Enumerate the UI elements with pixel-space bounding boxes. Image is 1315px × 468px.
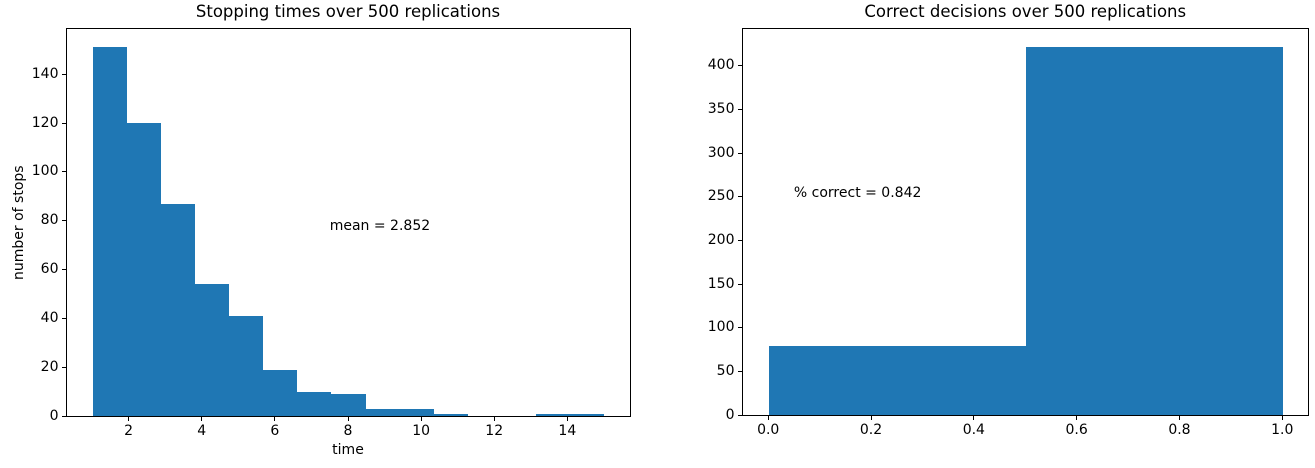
- x-tick-label: 8: [343, 423, 353, 439]
- y-tick: [61, 415, 66, 417]
- y-tick: [61, 269, 66, 271]
- y-tick: [737, 108, 742, 110]
- histogram-bar: [194, 284, 229, 416]
- histogram-bar: [296, 391, 331, 416]
- y-tick-label: 40: [40, 309, 59, 326]
- x-tick: [1178, 416, 1180, 420]
- plot-area: mean = 2.852: [67, 29, 630, 416]
- percent-correct-annotation: % correct = 0.842: [793, 184, 922, 201]
- y-tick-label: 20: [40, 358, 59, 375]
- x-tick: [274, 417, 276, 421]
- y-tick: [61, 171, 66, 173]
- y-tick: [737, 327, 742, 329]
- y-tick: [61, 317, 66, 319]
- x-axis-label: time: [332, 442, 364, 458]
- x-tick: [347, 417, 349, 421]
- x-tick: [128, 417, 130, 421]
- y-tick: [61, 366, 66, 368]
- histogram-bar: [365, 408, 400, 416]
- y-tick-label: 140: [31, 65, 59, 82]
- y-tick-label: 0: [49, 407, 59, 424]
- mean-annotation: mean = 2.852: [329, 218, 431, 235]
- x-tick-label: 10: [412, 423, 431, 439]
- chart-title: Stopping times over 500 replications: [195, 2, 501, 21]
- y-tick: [737, 65, 742, 67]
- x-tick-label: 0.2: [859, 422, 883, 438]
- x-tick-label: 0.4: [962, 422, 985, 438]
- correct-decisions-chart: Correct decisions over 500 replications …: [708, 2, 1309, 438]
- y-tick-label: 50: [716, 362, 735, 379]
- y-tick: [737, 283, 742, 285]
- x-tick: [201, 417, 203, 421]
- x-tick: [870, 416, 872, 420]
- y-tick: [737, 239, 742, 241]
- y-tick-label: 100: [31, 163, 59, 180]
- histogram-bar: [569, 413, 604, 416]
- y-tick: [61, 220, 66, 222]
- chart-title: Correct decisions over 500 replications: [864, 2, 1187, 21]
- y-tick-label: 100: [707, 319, 735, 336]
- x-tick: [420, 417, 422, 421]
- y-tick: [737, 152, 742, 154]
- histogram-bar: [126, 123, 161, 416]
- x-tick: [493, 417, 495, 421]
- y-tick-label: 300: [707, 144, 735, 161]
- y-tick-label: 400: [707, 57, 735, 74]
- histogram-bar: [228, 315, 263, 416]
- stopping-times-chart: Stopping times over 500 replications num…: [11, 2, 631, 458]
- histogram-bar: [330, 394, 366, 416]
- y-tick-label: 120: [31, 114, 59, 131]
- x-tick-label: 1.0: [1271, 422, 1294, 438]
- histogram-bar: [262, 369, 297, 416]
- x-tick-label: 0.6: [1065, 422, 1088, 438]
- y-tick: [737, 370, 742, 372]
- x-tick-label: 12: [485, 423, 504, 439]
- y-tick-label: 60: [40, 261, 59, 278]
- y-tick-label: 250: [707, 188, 735, 205]
- y-tick: [61, 73, 66, 75]
- x-tick-label: 0.8: [1168, 422, 1191, 438]
- plot-area: % correct = 0.842: [743, 29, 1309, 415]
- x-tick: [1076, 416, 1078, 420]
- histogram-bar: [1025, 47, 1283, 415]
- histogram-bar: [160, 203, 195, 416]
- y-tick-label: 80: [40, 212, 59, 229]
- histogram-bar: [433, 413, 468, 416]
- x-tick: [767, 416, 769, 420]
- y-tick: [737, 196, 742, 198]
- x-tick: [566, 417, 568, 421]
- histogram-bar: [399, 408, 434, 416]
- histogram-bar: [92, 47, 127, 416]
- y-tick-label: 350: [707, 100, 735, 117]
- histogram-bar: [535, 413, 570, 416]
- y-tick-label: 200: [707, 231, 735, 248]
- x-tick-label: 6: [270, 423, 280, 439]
- x-tick: [1281, 416, 1283, 420]
- x-tick-label: 0.0: [757, 422, 780, 438]
- y-tick: [61, 122, 66, 124]
- x-tick-label: 4: [197, 423, 207, 439]
- histogram-bar: [768, 346, 1026, 415]
- x-tick-label: 2: [124, 423, 134, 439]
- x-tick-label: 14: [558, 423, 577, 439]
- y-tick-label: 0: [725, 406, 735, 423]
- y-tick: [737, 414, 742, 416]
- x-tick: [973, 416, 975, 420]
- y-tick-label: 150: [707, 275, 735, 292]
